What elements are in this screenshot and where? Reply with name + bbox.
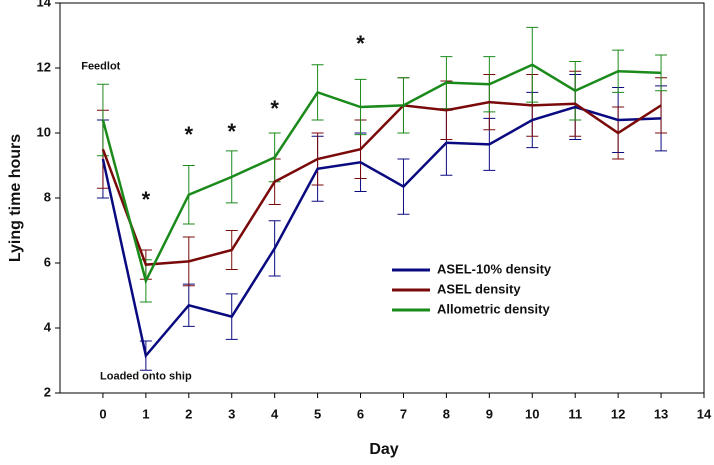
y-tick-label: 10 <box>37 124 51 139</box>
annotation: * <box>356 31 365 56</box>
y-tick-label: 8 <box>44 189 51 204</box>
y-tick-label: 12 <box>37 59 51 74</box>
x-tick-label: 1 <box>142 406 149 421</box>
x-tick-label: 10 <box>525 406 539 421</box>
x-tick-label: 12 <box>611 406 625 421</box>
annotation: * <box>270 96 279 121</box>
annotation: * <box>142 187 151 212</box>
annotation: Feedlot <box>81 60 120 72</box>
legend-label: Allometric density <box>437 301 550 316</box>
annotation: * <box>185 122 194 147</box>
series-line <box>101 100 662 266</box>
y-tick-label: 6 <box>44 254 51 269</box>
x-tick-label: 2 <box>185 406 192 421</box>
x-tick-label: 14 <box>697 406 712 421</box>
x-tick-label: 0 <box>99 406 106 421</box>
legend-label: ASEL-10% density <box>437 261 552 276</box>
series-line <box>101 105 662 359</box>
series-line <box>101 63 662 285</box>
y-tick-label: 2 <box>44 384 51 399</box>
legend-label: ASEL density <box>437 281 521 296</box>
x-tick-label: 4 <box>271 406 279 421</box>
x-tick-label: 7 <box>400 406 407 421</box>
plot-frame <box>59 2 705 394</box>
y-axis-label: Lying time hours <box>7 134 24 262</box>
x-tick-label: 9 <box>486 406 493 421</box>
annotation: Loaded onto ship <box>100 371 192 383</box>
x-tick-label: 11 <box>568 406 582 421</box>
x-axis-label: Day <box>369 441 398 458</box>
x-tick-label: 6 <box>357 406 364 421</box>
annotation: * <box>227 119 236 144</box>
x-tick-label: 13 <box>654 406 668 421</box>
y-tick-label: 4 <box>44 319 52 334</box>
x-tick-label: 8 <box>443 406 450 421</box>
x-tick-label: 3 <box>228 406 235 421</box>
x-tick-label: 5 <box>314 406 321 421</box>
y-tick-label: 14 <box>37 0 52 9</box>
